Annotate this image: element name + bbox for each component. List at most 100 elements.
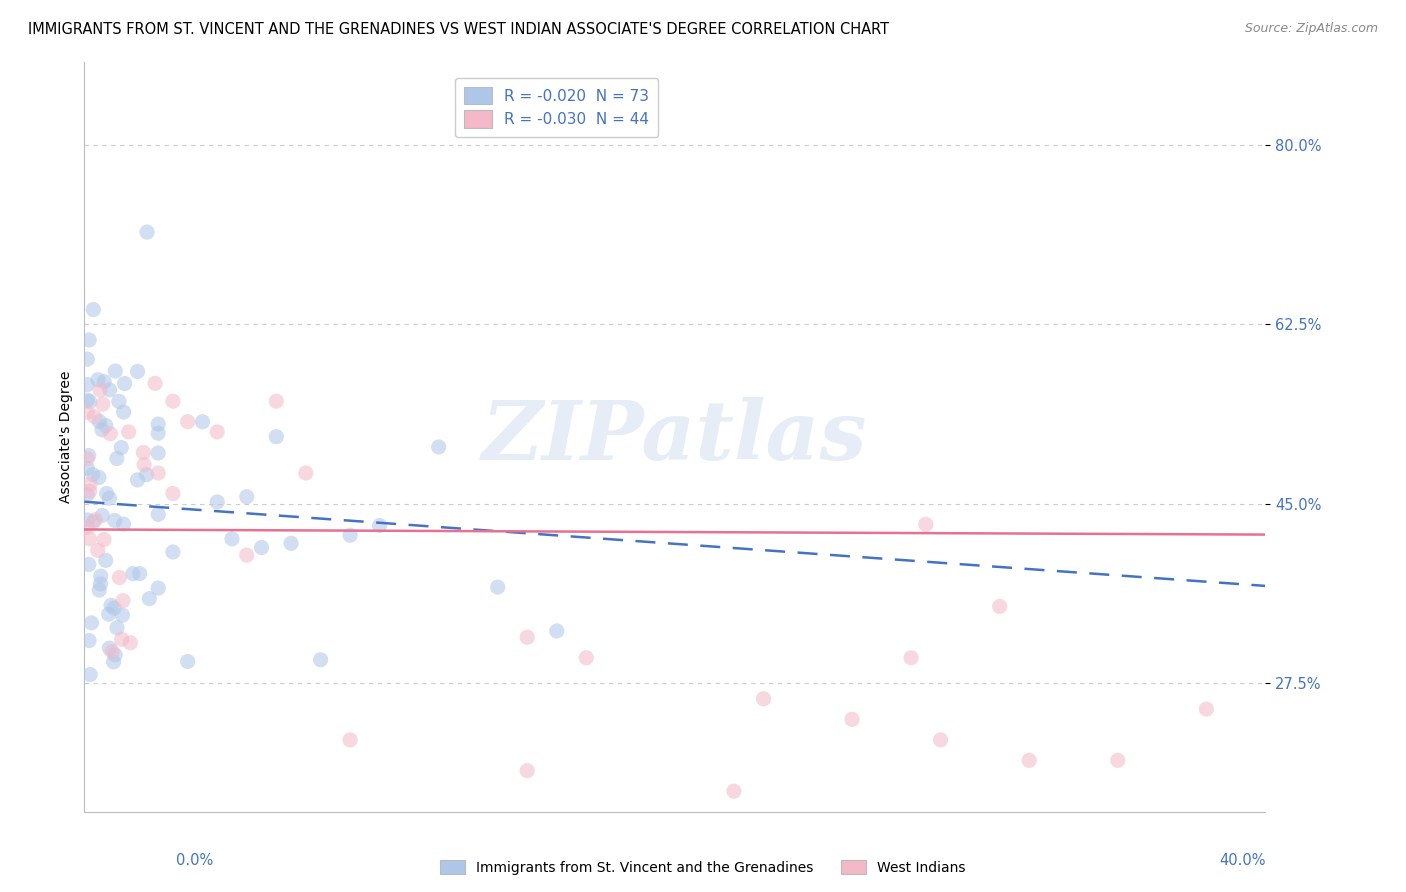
Point [108,394,131,409]
Point [89,383,111,397]
Text: Source: ZipAtlas.com: Source: ZipAtlas.com [1244,22,1378,36]
Point [207,495,229,509]
Point [723,784,745,798]
Point [148,446,170,460]
Point [93,375,115,389]
Point [148,581,170,595]
Point [207,425,229,439]
Point [118,425,141,439]
Point [427,440,450,454]
Point [132,445,155,459]
Point [77,558,100,572]
Point [575,650,598,665]
Point [368,518,391,533]
Point [76,377,98,392]
Point [98,491,121,506]
Point [135,467,157,482]
Point [79,532,101,546]
Point [136,225,159,239]
Point [236,490,259,504]
Point [96,486,118,500]
Point [127,364,149,378]
Point [76,461,98,475]
Point [143,376,166,391]
Point [104,514,127,528]
Point [83,515,105,529]
Point [104,648,127,662]
Point [90,569,112,583]
Point [97,607,120,622]
Point [93,533,115,547]
Point [841,712,863,726]
Text: 40.0%: 40.0% [1219,854,1265,868]
Point [929,732,952,747]
Point [105,621,128,635]
Point [128,566,150,581]
Point [162,545,184,559]
Point [122,566,145,581]
Point [82,467,104,482]
Point [98,383,121,397]
Point [87,543,110,558]
Point [127,473,149,487]
Point [76,487,98,501]
Point [900,650,922,665]
Legend: R = -0.020  N = 73, R = -0.030  N = 44: R = -0.020 N = 73, R = -0.030 N = 44 [456,78,658,137]
Text: IMMIGRANTS FROM ST. VINCENT AND THE GRENADINES VS WEST INDIAN ASSOCIATE'S DEGREE: IMMIGRANTS FROM ST. VINCENT AND THE GREN… [28,22,889,37]
Point [98,641,121,656]
Point [148,426,170,441]
Point [177,655,200,669]
Point [516,764,538,778]
Point [94,418,117,433]
Point [114,376,136,391]
Point [309,653,332,667]
Point [191,415,214,429]
Point [752,691,775,706]
Point [339,528,361,542]
Legend: Immigrants from St. Vincent and the Grenadines, West Indians: Immigrants from St. Vincent and the Gren… [434,855,972,880]
Point [295,466,318,480]
Point [94,553,117,567]
Point [76,352,98,367]
Point [82,302,104,317]
Point [76,393,98,408]
Text: ZIPatlas: ZIPatlas [482,397,868,477]
Point [101,644,124,658]
Point [89,577,111,591]
Point [103,601,125,615]
Point [120,636,142,650]
Point [89,414,111,428]
Point [280,536,302,550]
Point [91,423,114,437]
Point [250,541,273,555]
Point [148,417,170,431]
Point [162,486,184,500]
Y-axis label: Associate's Degree: Associate's Degree [59,371,73,503]
Point [83,409,105,424]
Point [148,466,170,480]
Point [87,373,110,387]
Point [162,394,184,409]
Point [110,441,132,455]
Text: 0.0%: 0.0% [176,854,212,868]
Point [134,458,156,472]
Point [89,583,111,598]
Point [76,405,98,419]
Point [76,513,98,527]
Point [486,580,509,594]
Point [76,520,98,534]
Point [111,632,134,647]
Point [112,517,135,532]
Point [103,655,125,669]
Point [80,615,103,630]
Point [1195,702,1218,716]
Point [221,532,243,546]
Point [79,394,101,409]
Point [266,394,288,409]
Point [111,608,134,623]
Point [84,513,107,527]
Point [100,599,122,613]
Point [546,624,568,638]
Point [77,633,100,648]
Point [104,364,127,378]
